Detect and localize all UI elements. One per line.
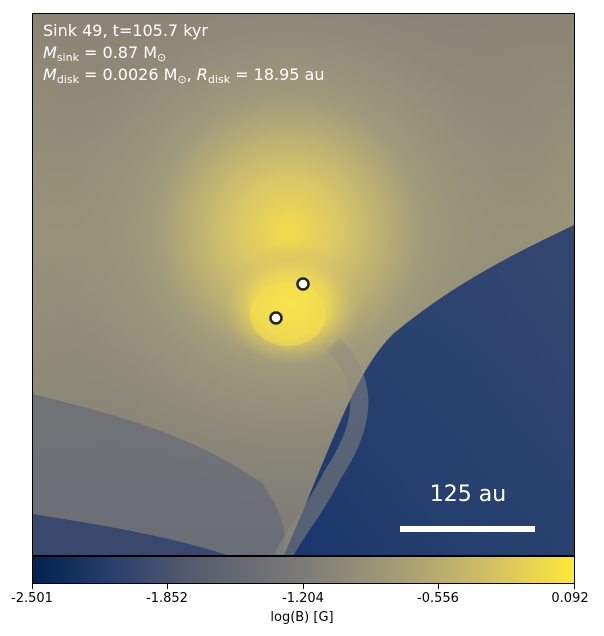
sink-mass-line: Msink = 0.87 M⊙ — [43, 43, 167, 64]
sink-particle-2 — [269, 311, 283, 325]
field-image — [33, 14, 574, 555]
colorbar-tick — [303, 584, 304, 589]
disk-properties-line: Mdisk = 0.0026 M⊙, Rdisk = 18.95 au — [43, 65, 325, 86]
sink-info-line: Sink 49, t=105.7 kyr — [43, 20, 208, 42]
colorbar-tick — [574, 584, 575, 589]
magnetic-field-map: Sink 49, t=105.7 kyr Msink = 0.87 M⊙ Mdi… — [32, 13, 575, 556]
colorbar-tick — [438, 584, 439, 589]
colorbar-tick — [167, 584, 168, 589]
colorbar-tick — [32, 584, 33, 589]
colorbar-tick-label: -1.204 — [282, 591, 324, 606]
colorbar-tick-label: -2.501 — [11, 591, 53, 606]
colorbar-tick-label: -0.556 — [417, 591, 459, 606]
sink-id-time: Sink 49, t=105.7 kyr — [43, 21, 208, 40]
colorbar-label: log(B) [G] — [270, 610, 334, 625]
colorbar — [32, 556, 575, 584]
colorbar-tick-label: 0.092 — [551, 591, 589, 606]
scale-bar-label: 125 au — [429, 482, 507, 507]
sink-particle-1 — [296, 277, 310, 291]
scale-bar — [400, 526, 535, 532]
colorbar-tick-label: -1.852 — [146, 591, 188, 606]
